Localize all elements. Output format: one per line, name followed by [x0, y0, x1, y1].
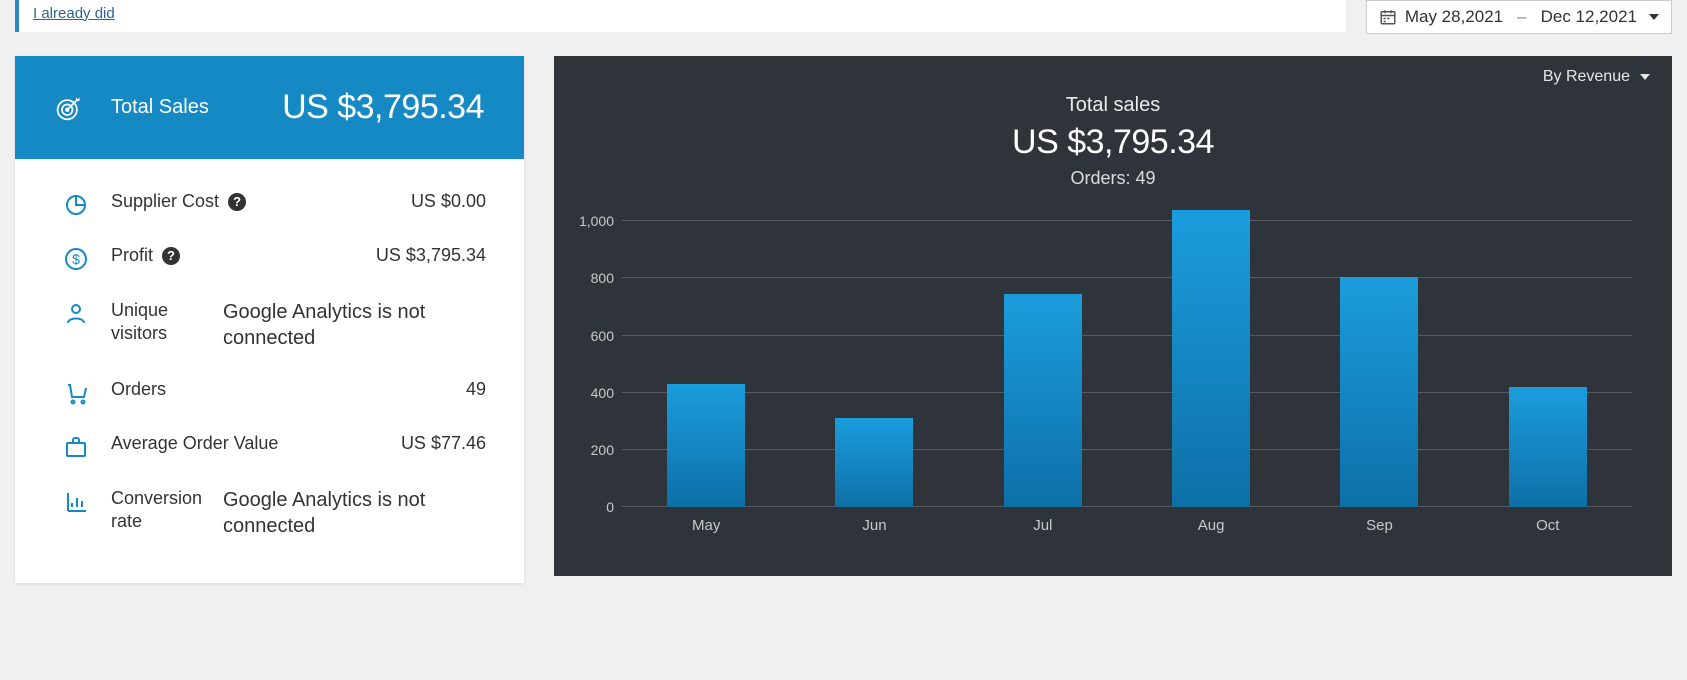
chart-subtitle: Orders: 49 [574, 168, 1652, 189]
dollar-circle-icon: $ [63, 247, 89, 271]
chart-dropdown-label: By Revenue [1543, 68, 1630, 86]
top-bar: I already did May 28,2021 – Dec 12,2021 [0, 0, 1687, 38]
stats-body: Supplier Cost ? US $0.00 $ Profit ? US $… [15, 159, 524, 583]
pie-icon [63, 193, 89, 217]
total-sales-value: US $3,795.34 [282, 88, 484, 127]
caret-down-icon [1649, 14, 1659, 20]
chart-bar-slot [622, 207, 790, 507]
chart-bar-slot [790, 207, 958, 507]
visitors-value: Google Analytics is not connected [223, 299, 486, 351]
help-icon[interactable]: ? [228, 193, 246, 211]
chart-y-tick: 800 [591, 270, 614, 286]
chart-y-tick: 600 [591, 328, 614, 344]
target-icon [55, 94, 83, 122]
chart-y-tick: 400 [591, 385, 614, 401]
svg-text:$: $ [72, 251, 80, 267]
notice-box: I already did [15, 0, 1346, 32]
chart-bar[interactable] [1340, 277, 1418, 507]
chart-bar[interactable] [1172, 210, 1250, 507]
chart-bar[interactable] [667, 384, 745, 507]
date-from: May 28,2021 [1405, 7, 1503, 27]
orders-value: 49 [466, 379, 486, 400]
chart-x-axis: MayJunJulAugSepOct [622, 517, 1632, 534]
date-to: Dec 12,2021 [1541, 7, 1637, 27]
calendar-icon [1379, 8, 1397, 26]
chart-bar-slot [1464, 207, 1632, 507]
profit-label: Profit ? [111, 245, 180, 266]
stats-card: Total Sales US $3,795.34 Supplier Cost ?… [15, 56, 524, 583]
chart-y-tick: 200 [591, 442, 614, 458]
user-icon [63, 301, 89, 325]
chart-y-tick: 1,000 [579, 213, 614, 229]
chart-plot: 02004006008001,000 [622, 207, 1632, 507]
supplier-cost-label: Supplier Cost ? [111, 191, 246, 212]
chart-title-small: Total sales [574, 94, 1652, 117]
chart-x-tick: Oct [1464, 517, 1632, 534]
stat-row-aov: Average Order Value US $77.46 [63, 419, 486, 473]
chart-y-tick: 0 [606, 499, 614, 515]
briefcase-icon [63, 435, 89, 459]
date-range-picker[interactable]: May 28,2021 – Dec 12,2021 [1366, 0, 1672, 34]
chart-title-big: US $3,795.34 [574, 123, 1652, 162]
chart-metric-dropdown[interactable]: By Revenue [1543, 68, 1650, 86]
notice-link[interactable]: I already did [33, 5, 115, 22]
conversion-value: Google Analytics is not connected [223, 487, 486, 539]
help-icon[interactable]: ? [162, 247, 180, 265]
stat-row-supplier-cost: Supplier Cost ? US $0.00 [63, 177, 486, 231]
chart-bar-slot [1295, 207, 1463, 507]
conversion-label: Conversionrate [111, 487, 201, 534]
main-content: Total Sales US $3,795.34 Supplier Cost ?… [0, 38, 1687, 583]
supplier-cost-value: US $0.00 [411, 191, 486, 212]
chart-bar[interactable] [835, 418, 913, 507]
cart-icon [63, 381, 89, 405]
caret-down-icon [1640, 74, 1650, 80]
visitors-label: Uniquevisitors [111, 299, 201, 346]
profit-value: US $3,795.34 [376, 245, 486, 266]
chart-x-tick: Sep [1295, 517, 1463, 534]
orders-label: Orders [111, 379, 166, 400]
chart-x-tick: Jun [790, 517, 958, 534]
stat-row-profit: $ Profit ? US $3,795.34 [63, 231, 486, 285]
total-sales-label: Total Sales [111, 96, 209, 119]
chart-bar[interactable] [1004, 294, 1082, 507]
chart-bar-slot [959, 207, 1127, 507]
chart-bars [622, 207, 1632, 507]
chart-x-tick: Aug [1127, 517, 1295, 534]
chart-x-tick: Jul [959, 517, 1127, 534]
aov-value: US $77.46 [401, 433, 486, 454]
chart-titles: Total sales US $3,795.34 Orders: 49 [574, 94, 1652, 189]
chart-card: By Revenue Total sales US $3,795.34 Orde… [554, 56, 1672, 576]
stat-row-visitors: Uniquevisitors Google Analytics is not c… [63, 285, 486, 365]
stat-row-orders: Orders 49 [63, 365, 486, 419]
aov-label: Average Order Value [111, 433, 278, 454]
bar-chart-icon [63, 489, 89, 513]
chart-bar-slot [1127, 207, 1295, 507]
chart-x-tick: May [622, 517, 790, 534]
stats-header: Total Sales US $3,795.34 [15, 56, 524, 159]
stat-row-conversion: Conversionrate Google Analytics is not c… [63, 473, 486, 553]
date-dash: – [1511, 7, 1532, 27]
chart-bar[interactable] [1509, 387, 1587, 507]
